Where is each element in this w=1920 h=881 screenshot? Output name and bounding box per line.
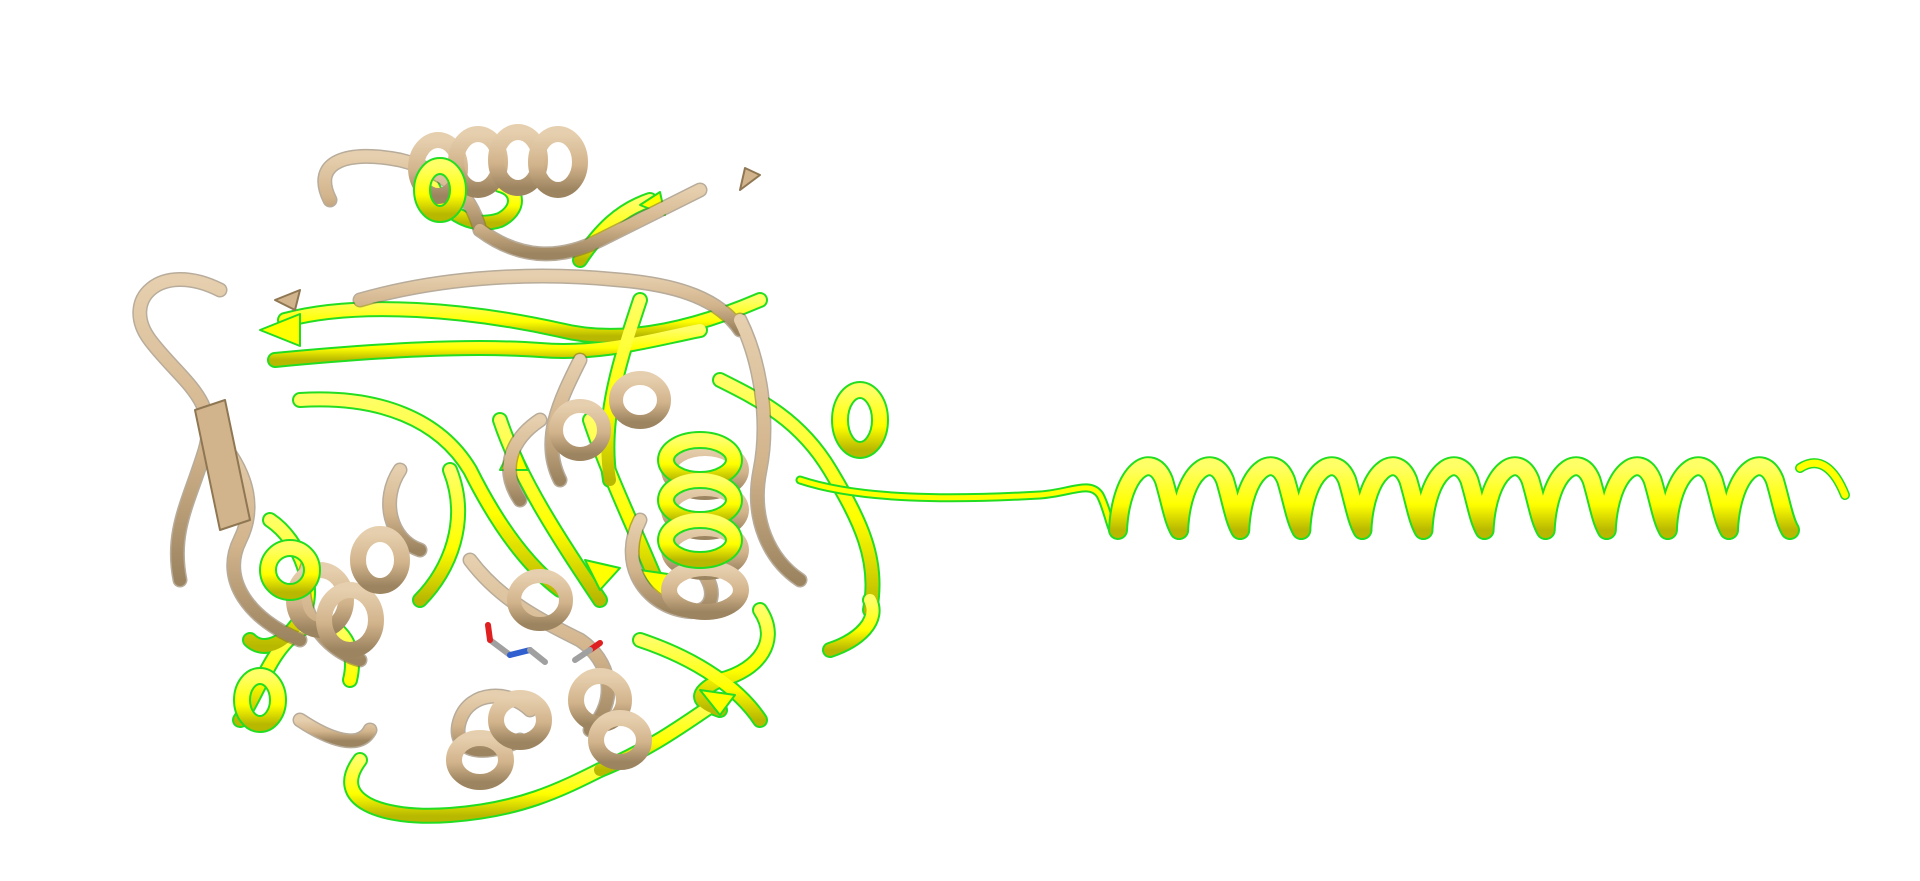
yellow-structure-long-helix xyxy=(795,456,1850,540)
helix-turn xyxy=(1720,458,1798,538)
yellow-structure-helices xyxy=(233,157,889,733)
ligand-sticks xyxy=(485,622,603,665)
